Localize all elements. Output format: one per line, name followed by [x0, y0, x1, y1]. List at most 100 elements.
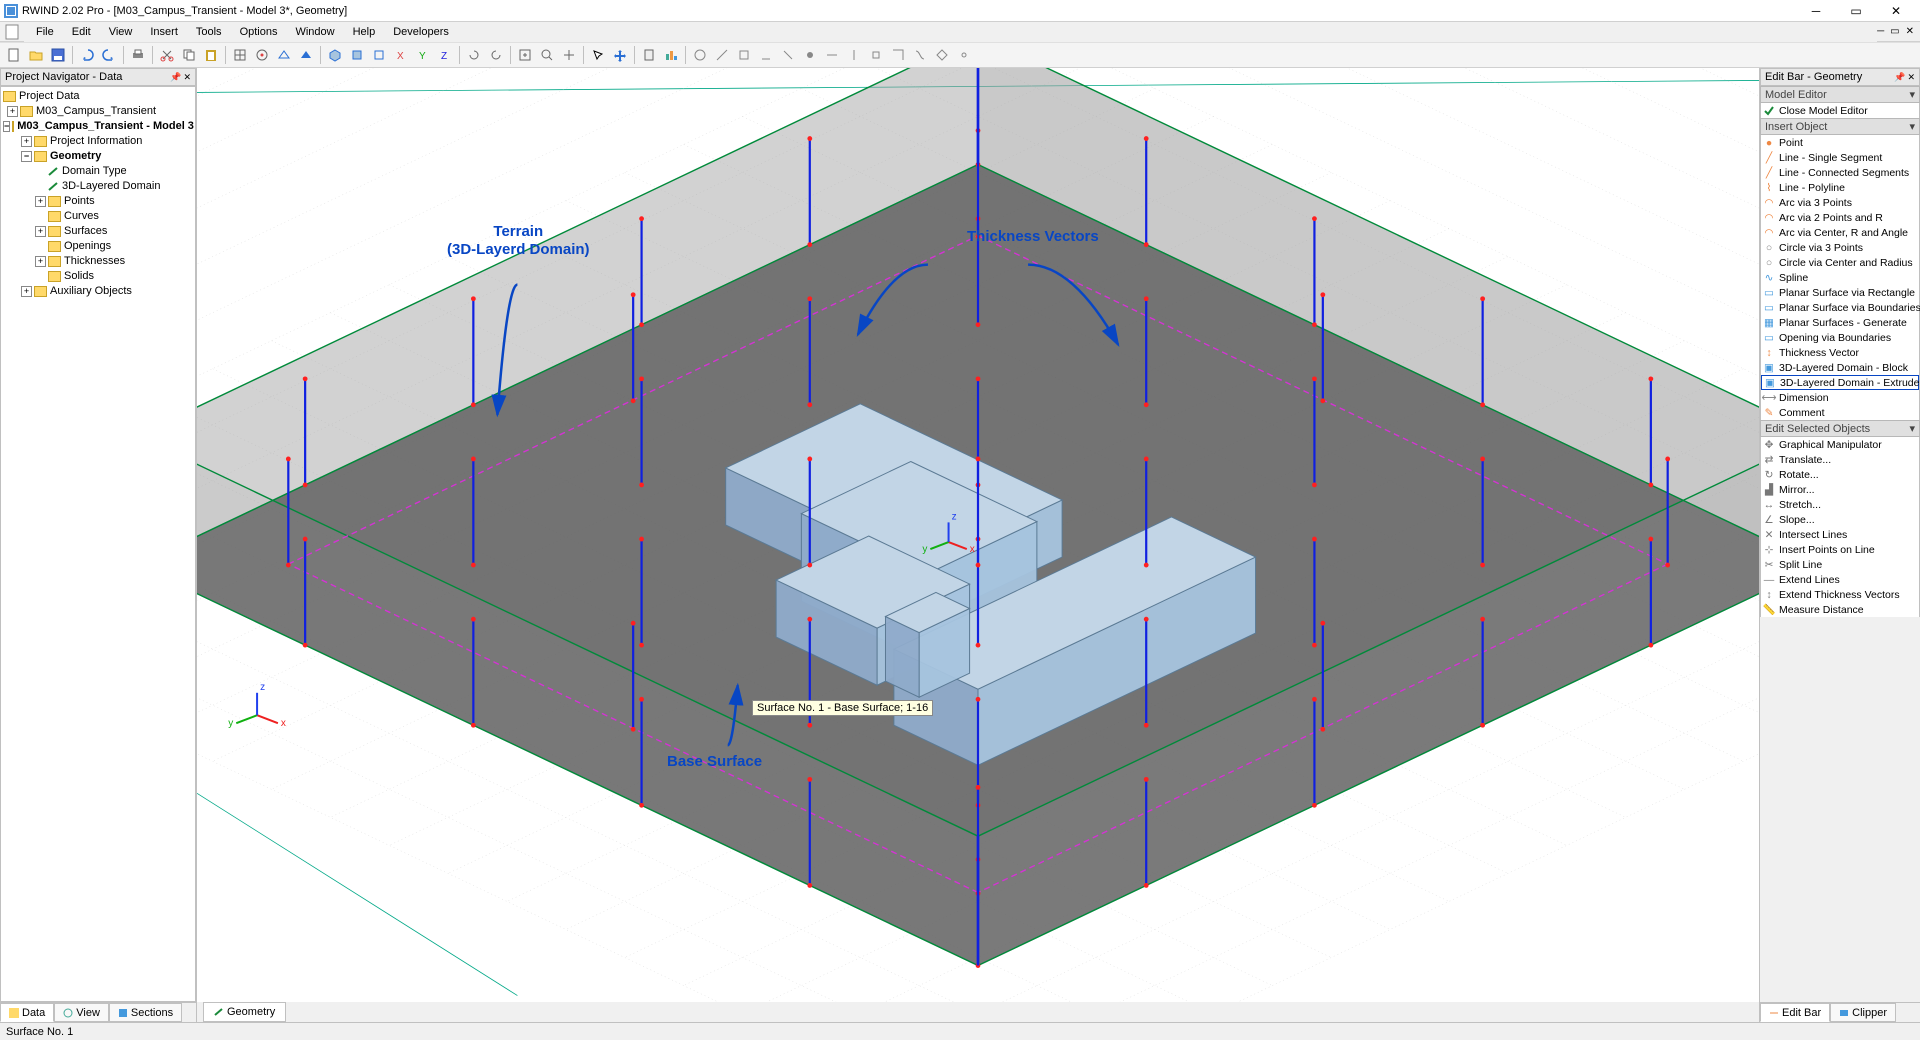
- tree-item[interactable]: Project Information: [50, 134, 142, 149]
- panel-close-icon[interactable]: ✕: [1907, 72, 1915, 83]
- tb-misc1[interactable]: [690, 45, 710, 65]
- tb-zoom-fit[interactable]: [515, 45, 535, 65]
- tb-misc6[interactable]: [800, 45, 820, 65]
- section-edit-objects[interactable]: Edit Selected Objects▾: [1760, 420, 1920, 437]
- menu-tools[interactable]: Tools: [188, 24, 230, 40]
- item-close-editor[interactable]: Close Model Editor: [1761, 103, 1919, 118]
- tb-misc7[interactable]: [822, 45, 842, 65]
- menu-view[interactable]: View: [101, 24, 141, 40]
- tb-paste[interactable]: [201, 45, 221, 65]
- insert-item[interactable]: ◠Arc via 2 Points and R: [1761, 210, 1919, 225]
- tb-iso[interactable]: [325, 45, 345, 65]
- tree-item[interactable]: Auxiliary Objects: [50, 284, 132, 299]
- insert-item[interactable]: ○Circle via Center and Radius: [1761, 255, 1919, 270]
- tb-solid[interactable]: [296, 45, 316, 65]
- tb-misc4[interactable]: [756, 45, 776, 65]
- menu-window[interactable]: Window: [287, 24, 342, 40]
- minimize-button[interactable]: ─: [1796, 0, 1836, 22]
- tb-misc3[interactable]: [734, 45, 754, 65]
- tree-root[interactable]: Project Data: [19, 89, 80, 104]
- tb-calc[interactable]: [639, 45, 659, 65]
- tb-wire[interactable]: [274, 45, 294, 65]
- expand-icon[interactable]: +: [7, 106, 18, 117]
- tb-view-y[interactable]: Y: [413, 45, 433, 65]
- tb-front[interactable]: [369, 45, 389, 65]
- tb-view-x[interactable]: X: [391, 45, 411, 65]
- tb-copy[interactable]: [179, 45, 199, 65]
- expand-icon[interactable]: +: [35, 226, 46, 237]
- mdi-close[interactable]: ✕: [1906, 26, 1914, 37]
- section-insert-object[interactable]: Insert Object▾: [1760, 118, 1920, 135]
- edit-item[interactable]: ⊹Insert Points on Line: [1761, 542, 1919, 557]
- tab-sections[interactable]: Sections: [109, 1003, 182, 1022]
- collapse-icon[interactable]: −: [3, 121, 10, 132]
- edit-item[interactable]: ✕Intersect Lines: [1761, 527, 1919, 542]
- tb-misc5[interactable]: [778, 45, 798, 65]
- tree-item[interactable]: 3D-Layered Domain: [62, 179, 160, 194]
- tree-item[interactable]: Solids: [64, 269, 94, 284]
- close-button[interactable]: ✕: [1876, 0, 1916, 22]
- insert-item[interactable]: ╱Line - Single Segment: [1761, 150, 1919, 165]
- 3d-viewport[interactable]: xyzxyz Terrain (3D-Layerd Domain) Thickn…: [196, 68, 1760, 1002]
- edit-item[interactable]: ↕Extend Thickness Vectors: [1761, 587, 1919, 602]
- tab-geometry[interactable]: Geometry: [203, 1002, 286, 1022]
- tb-misc8[interactable]: [844, 45, 864, 65]
- tb-redo[interactable]: [99, 45, 119, 65]
- insert-item[interactable]: ↕Thickness Vector: [1761, 345, 1919, 360]
- edit-item[interactable]: 📏Measure Distance: [1761, 602, 1919, 617]
- tree-item[interactable]: Openings: [64, 239, 111, 254]
- tb-select[interactable]: [588, 45, 608, 65]
- tb-cut[interactable]: [157, 45, 177, 65]
- insert-item[interactable]: ▣3D-Layered Domain - Block: [1761, 360, 1919, 375]
- pin-icon[interactable]: 📌: [170, 72, 181, 83]
- tree-item[interactable]: Curves: [64, 209, 99, 224]
- tab-clipper[interactable]: Clipper: [1830, 1003, 1896, 1022]
- tb-grid[interactable]: [230, 45, 250, 65]
- tb-move[interactable]: [610, 45, 630, 65]
- insert-item[interactable]: ○Circle via 3 Points: [1761, 240, 1919, 255]
- insert-item[interactable]: ⟷Dimension: [1761, 390, 1919, 405]
- tab-view[interactable]: View: [54, 1003, 109, 1022]
- edit-item[interactable]: ✂Split Line: [1761, 557, 1919, 572]
- panel-close-icon[interactable]: ✕: [183, 72, 191, 83]
- tb-rotate-l[interactable]: [464, 45, 484, 65]
- edit-item[interactable]: ↔Stretch...: [1761, 497, 1919, 512]
- tree-item[interactable]: Surfaces: [64, 224, 107, 239]
- menu-help[interactable]: Help: [345, 24, 384, 40]
- edit-item[interactable]: ∠Slope...: [1761, 512, 1919, 527]
- tb-misc13[interactable]: [954, 45, 974, 65]
- insert-item[interactable]: ◠Arc via Center, R and Angle: [1761, 225, 1919, 240]
- mdi-restore[interactable]: ▭: [1890, 26, 1899, 37]
- tb-new[interactable]: [4, 45, 24, 65]
- tb-save[interactable]: [48, 45, 68, 65]
- tree-item[interactable]: Thicknesses: [64, 254, 125, 269]
- insert-item[interactable]: ▣3D-Layered Domain - Extrude: [1761, 375, 1919, 390]
- tab-editbar[interactable]: Edit Bar: [1760, 1003, 1830, 1022]
- tree-item[interactable]: M03_Campus_Transient: [36, 104, 156, 119]
- tb-snap[interactable]: [252, 45, 272, 65]
- tree-item[interactable]: M03_Campus_Transient - Model 3: [17, 119, 194, 134]
- expand-icon[interactable]: +: [21, 286, 32, 297]
- maximize-button[interactable]: ▭: [1836, 0, 1876, 22]
- menu-options[interactable]: Options: [232, 24, 286, 40]
- project-tree[interactable]: Project Data + M03_Campus_Transient −M03_…: [0, 86, 196, 1002]
- mdi-minimize[interactable]: ─: [1877, 26, 1884, 37]
- tb-misc11[interactable]: [910, 45, 930, 65]
- menu-file[interactable]: File: [28, 24, 62, 40]
- expand-icon[interactable]: +: [21, 136, 32, 147]
- menu-developers[interactable]: Developers: [385, 24, 457, 40]
- tb-zoom-win[interactable]: [537, 45, 557, 65]
- section-model-editor[interactable]: Model Editor▾: [1760, 86, 1920, 103]
- insert-item[interactable]: ▦Planar Surfaces - Generate: [1761, 315, 1919, 330]
- tb-print[interactable]: [128, 45, 148, 65]
- insert-item[interactable]: ▭Planar Surface via Rectangle: [1761, 285, 1919, 300]
- tree-item[interactable]: Domain Type: [62, 164, 127, 179]
- expand-icon[interactable]: +: [35, 256, 46, 267]
- tb-undo[interactable]: [77, 45, 97, 65]
- tb-misc10[interactable]: [888, 45, 908, 65]
- insert-item[interactable]: ✎Comment: [1761, 405, 1919, 420]
- edit-item[interactable]: ⇄Translate...: [1761, 452, 1919, 467]
- edit-item[interactable]: ↻Rotate...: [1761, 467, 1919, 482]
- insert-item[interactable]: ◠Arc via 3 Points: [1761, 195, 1919, 210]
- tb-results[interactable]: [661, 45, 681, 65]
